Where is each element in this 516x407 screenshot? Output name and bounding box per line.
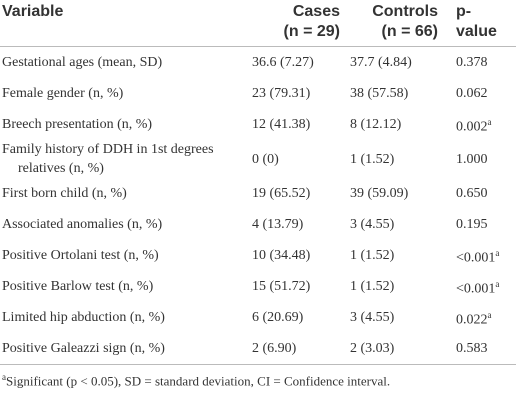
variable-cell: Female gender (n, %) — [2, 86, 124, 101]
cases-cell: 19 (65.52) — [252, 186, 311, 201]
p-value: 0.650 — [456, 186, 488, 201]
footnote-text: Significant (p < 0.05), SD = standard de… — [6, 373, 391, 389]
controls-cell: 37.7 (4.84) — [350, 55, 412, 70]
table-row: First born child (n, %) 19 (65.52) 39 (59.… — [0, 178, 516, 209]
controls-cell: 39 (59.09) — [350, 186, 409, 201]
controls-cell: 1 (1.52) — [350, 151, 395, 167]
p-value: 0.062 — [456, 86, 488, 101]
variable-cell: Associated anomalies (n, %) — [2, 217, 163, 232]
p-value-cell: 0.002a — [444, 109, 516, 140]
cases-cell: 0 (0) — [252, 151, 279, 167]
table-row: Positive Galeazzi sign (n, %) 2 (6.90) 2 (… — [0, 333, 516, 365]
variable-cell: Positive Ortolani test (n, %) — [2, 248, 159, 263]
p-note: a — [487, 116, 492, 127]
variable-cell: Positive Barlow test (n, %) — [2, 279, 154, 294]
p-value: 0.022 — [456, 312, 488, 328]
header-controls: Controls (n = 66) — [346, 0, 444, 47]
controls-cell: 3 (4.55) — [350, 310, 395, 325]
p-value: <0.001 — [456, 281, 496, 297]
cases-cell: 23 (79.31) — [252, 86, 311, 101]
variable-cell: Gestational ages (mean, SD) — [2, 55, 163, 70]
p-value-cell: 0.062 — [444, 78, 516, 109]
cases-cell: 15 (51.72) — [252, 279, 311, 294]
cases-cell: 36.6 (7.27) — [252, 55, 314, 70]
p-value: 1.000 — [456, 151, 488, 167]
footnote: aSignificant (p < 0.05), SD = standard d… — [0, 365, 516, 396]
table-row: Limited hip abduction (n, %) 6 (20.69) 3 (… — [0, 302, 516, 333]
variable-cell: First born child (n, %) — [2, 186, 127, 201]
table-body: Gestational ages (mean, SD) 36.6 (7.27) 37… — [0, 47, 516, 365]
table-row: Female gender (n, %) 23 (79.31) 38 (57.58)… — [0, 78, 516, 109]
controls-cell: 1 (1.52) — [350, 279, 395, 294]
header-row: Variable Cases (n = 29) Controls (n = 66) p-v… — [0, 0, 516, 47]
variable-cell: Breech presentation (n, %) — [2, 117, 153, 132]
controls-cell: 38 (57.58) — [350, 86, 409, 101]
cases-cell: 6 (20.69) — [252, 310, 304, 325]
p-note: a — [495, 247, 500, 258]
footnote-mark: a — [2, 372, 6, 382]
p-value: 0.002 — [456, 119, 488, 135]
header-line: value — [456, 23, 497, 40]
p-value-cell: 0.583 — [444, 333, 516, 365]
p-value-cell: 1.000 — [444, 140, 516, 178]
header-line: p- — [456, 3, 472, 20]
cases-cell: 12 (41.38) — [252, 117, 311, 132]
controls-cell: 8 (12.12) — [350, 117, 402, 132]
p-value-cell: 0.022a — [444, 302, 516, 333]
variable-cell: Positive Galeazzi sign (n, %) — [0, 333, 248, 365]
header-line: Controls — [372, 3, 438, 20]
p-value-cell: <0.001a — [444, 271, 516, 302]
cases-cell: 4 (13.79) — [252, 217, 304, 232]
variable-cell: Family history of DDH in 1st degrees rel… — [2, 142, 214, 176]
header-cases: Cases (n = 29) — [248, 0, 346, 47]
table-row: Positive Ortolani test (n, %) 10 (34.48) 1… — [0, 240, 516, 271]
table-row: Gestational ages (mean, SD) 36.6 (7.27) 37… — [0, 47, 516, 79]
cases-cell: 10 (34.48) — [252, 248, 311, 263]
p-value: <0.001 — [456, 250, 496, 266]
header-p-value: p-value — [444, 0, 516, 47]
table-row: Family history of DDH in 1st degrees rel… — [0, 140, 516, 178]
p-value: 0.583 — [456, 341, 488, 356]
p-value-cell: 0.378 — [444, 47, 516, 79]
cases-cell: 2 (6.90) — [248, 333, 346, 365]
controls-cell: 1 (1.52) — [350, 248, 395, 263]
p-value: 0.378 — [456, 55, 488, 70]
controls-cell: 2 (3.03) — [346, 333, 444, 365]
data-table: Variable Cases (n = 29) Controls (n = 66) p-v… — [0, 0, 516, 365]
p-value-cell: <0.001a — [444, 240, 516, 271]
header-line: Cases — [292, 3, 340, 20]
header-line: (n = 29) — [283, 23, 340, 40]
p-note: a — [487, 309, 492, 320]
table-row: Positive Barlow test (n, %) 15 (51.72) 1 (… — [0, 271, 516, 302]
table-row: Associated anomalies (n, %) 4 (13.79) 3 (4… — [0, 209, 516, 240]
controls-cell: 3 (4.55) — [350, 217, 395, 232]
table-row: Breech presentation (n, %) 12 (41.38) 8 (1… — [0, 109, 516, 140]
p-value-cell: 0.650 — [444, 178, 516, 209]
header-line: (n = 66) — [381, 23, 438, 40]
p-note: a — [495, 278, 500, 289]
header-variable: Variable — [0, 0, 248, 47]
variable-cell: Limited hip abduction (n, %) — [2, 310, 165, 325]
p-value-cell: 0.195 — [444, 209, 516, 240]
p-value: 0.195 — [456, 217, 488, 232]
